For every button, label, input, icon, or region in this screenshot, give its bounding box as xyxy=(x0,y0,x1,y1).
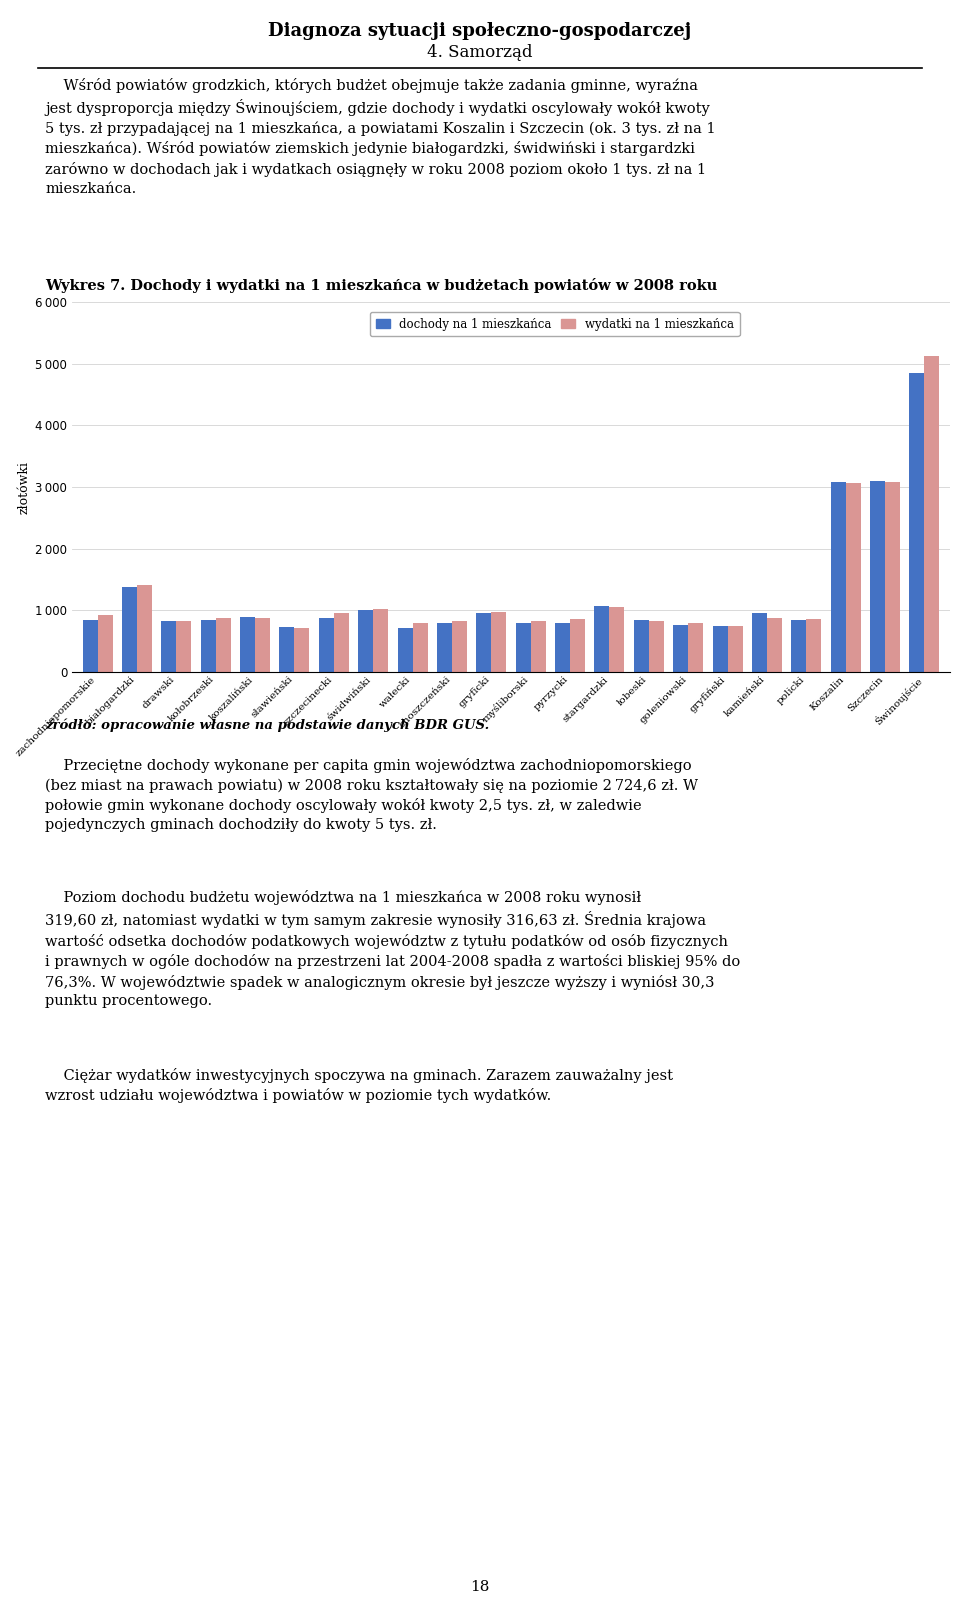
Bar xyxy=(476,613,492,673)
Bar xyxy=(334,613,348,673)
Text: Ciężar wydatków inwestycyjnych spoczywa na gminach. Zarazem zauważalny jest
wzro: Ciężar wydatków inwestycyjnych spoczywa … xyxy=(45,1068,673,1103)
Bar xyxy=(161,621,177,673)
Bar xyxy=(492,613,506,673)
Bar xyxy=(846,484,860,673)
Bar xyxy=(594,606,610,673)
Bar xyxy=(830,482,846,673)
Bar xyxy=(122,587,137,673)
Bar xyxy=(531,621,545,673)
Bar xyxy=(767,618,781,673)
Bar xyxy=(255,618,270,673)
Bar xyxy=(397,627,413,673)
Bar xyxy=(728,626,742,673)
Text: Poziom dochodu budżetu województwa na 1 mieszkańca w 2008 roku wynosił
319,60 zł: Poziom dochodu budżetu województwa na 1 … xyxy=(45,890,740,1008)
Bar xyxy=(634,621,649,673)
Bar xyxy=(373,610,388,673)
Bar xyxy=(924,356,940,673)
Bar xyxy=(295,627,309,673)
Bar xyxy=(712,626,728,673)
Bar xyxy=(649,621,663,673)
Text: 4. Samorząd: 4. Samorząd xyxy=(427,44,533,61)
Bar xyxy=(83,619,98,673)
Bar xyxy=(688,623,703,673)
Bar xyxy=(137,586,152,673)
Bar xyxy=(413,623,427,673)
Bar xyxy=(452,621,467,673)
Bar xyxy=(752,613,767,673)
Bar xyxy=(610,606,624,673)
Legend: dochody na 1 mieszkańca, wydatki na 1 mieszkańca: dochody na 1 mieszkańca, wydatki na 1 mi… xyxy=(370,311,740,337)
Bar xyxy=(909,373,924,673)
Bar xyxy=(673,624,688,673)
Bar xyxy=(437,623,452,673)
Text: źródło: opracowanie własne na podstawie danych BDR GUS.: źródło: opracowanie własne na podstawie … xyxy=(45,718,490,732)
Y-axis label: złotówki: złotówki xyxy=(18,460,31,513)
Bar xyxy=(358,610,373,673)
Text: Wykres 7. Dochody i wydatki na 1 mieszkańca w budżetach powiatów w 2008 roku: Wykres 7. Dochody i wydatki na 1 mieszka… xyxy=(45,277,717,294)
Bar xyxy=(870,481,885,673)
Bar xyxy=(791,621,806,673)
Text: Przeciętne dochody wykonane per capita gmin województwa zachodniopomorskiego
(be: Przeciętne dochody wykonane per capita g… xyxy=(45,758,698,832)
Bar xyxy=(201,619,216,673)
Bar xyxy=(177,621,191,673)
Bar xyxy=(570,619,585,673)
Bar xyxy=(279,627,295,673)
Bar xyxy=(98,615,112,673)
Bar xyxy=(806,619,821,673)
Bar xyxy=(555,623,570,673)
Text: Wśród powiatów grodzkich, których budżet obejmuje także zadania gminne, wyraźna
: Wśród powiatów grodzkich, których budżet… xyxy=(45,77,715,195)
Bar xyxy=(885,482,900,673)
Text: Diagnoza sytuacji społeczno-gospodarczej: Diagnoza sytuacji społeczno-gospodarczej xyxy=(269,23,691,40)
Bar xyxy=(240,616,255,673)
Bar xyxy=(319,618,334,673)
Bar xyxy=(216,618,230,673)
Bar xyxy=(516,623,531,673)
Text: 18: 18 xyxy=(470,1581,490,1594)
